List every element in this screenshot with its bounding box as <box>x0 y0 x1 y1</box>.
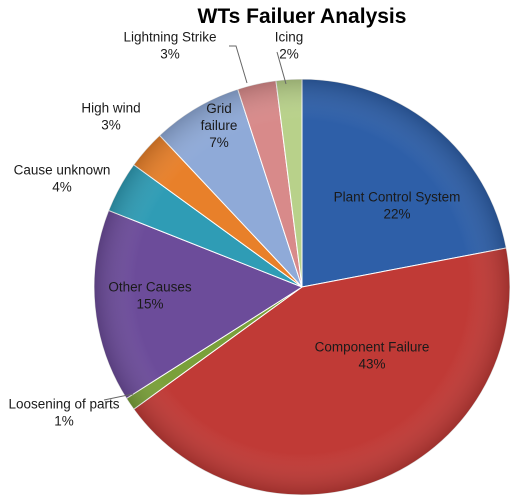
percent-label: 15% <box>136 297 163 312</box>
category-label: Component Failure <box>315 340 430 355</box>
category-label: Plant Control System <box>334 190 461 205</box>
category-label: Icing <box>275 30 304 45</box>
category-label: Cause unknown <box>14 163 111 178</box>
category-label: Loosening of parts <box>8 397 119 412</box>
label-grid-failure: Grid failure 7% <box>201 101 238 150</box>
leader-lines <box>103 45 287 401</box>
percent-label: 22% <box>383 207 410 222</box>
label-component-failure: Component Failure 43% <box>315 340 430 372</box>
category-label: High wind <box>81 101 140 116</box>
percent-label: 43% <box>358 357 385 372</box>
label-icing: Icing 2% <box>275 30 304 62</box>
percent-label: 2% <box>279 47 299 62</box>
category-label: failure <box>201 118 238 133</box>
category-label: Grid <box>206 101 232 116</box>
label-other-causes: Other Causes 15% <box>108 280 192 312</box>
label-plant-control-system: Plant Control System 22% <box>334 190 461 222</box>
chart-title: WTs Failuer Analysis <box>198 5 407 28</box>
leader-line-icing <box>276 51 287 85</box>
slice-labels: Plant Control System 22% Component Failure… <box>8 30 460 429</box>
label-lightning-strike: Lightning Strike 3% <box>123 30 216 62</box>
percent-label: 7% <box>209 135 229 150</box>
label-high-wind: High wind 3% <box>81 101 140 133</box>
percent-label: 1% <box>54 414 74 429</box>
label-cause-unknown: Cause unknown 4% <box>14 163 111 195</box>
category-label: Other Causes <box>108 280 192 295</box>
category-label: Lightning Strike <box>123 30 216 45</box>
percent-label: 3% <box>160 47 180 62</box>
label-loosening-of-parts: Loosening of parts 1% <box>8 397 119 429</box>
percent-label: 4% <box>52 180 72 195</box>
leader-line-loosening-of-parts <box>103 393 134 401</box>
percent-label: 3% <box>101 118 121 133</box>
leader-line-lightning-strike <box>229 45 248 84</box>
